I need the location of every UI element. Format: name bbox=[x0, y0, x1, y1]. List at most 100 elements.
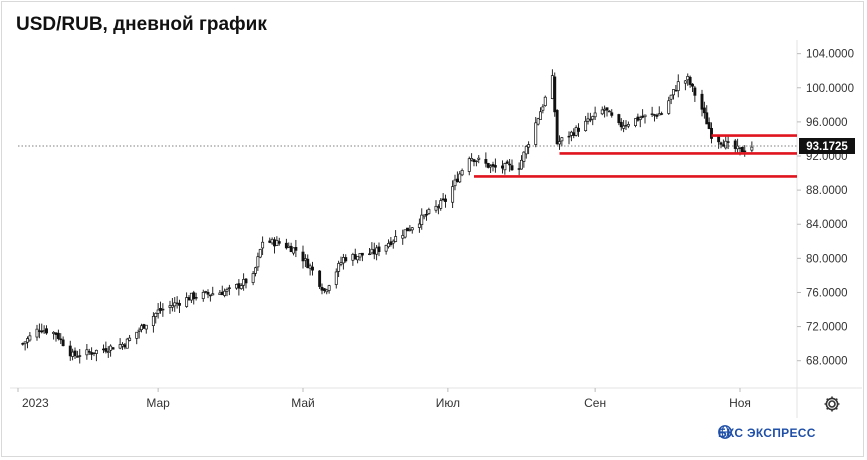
y-tick-label: 92.0000 bbox=[806, 151, 848, 163]
candle-body bbox=[470, 158, 474, 161]
candle-body bbox=[68, 345, 72, 357]
candle-body bbox=[493, 165, 497, 168]
candle-body bbox=[235, 283, 238, 289]
x-tick-label: Мар bbox=[146, 396, 170, 410]
candle-body bbox=[125, 338, 129, 349]
candle-body bbox=[206, 291, 210, 295]
candle-body bbox=[353, 254, 357, 260]
candle-body bbox=[474, 160, 478, 163]
candle-body bbox=[45, 328, 48, 334]
x-tick-label: Ноя bbox=[729, 396, 751, 410]
candle-body bbox=[54, 332, 58, 335]
candle-body bbox=[102, 348, 105, 351]
candle-body bbox=[28, 335, 32, 341]
candle-body bbox=[436, 206, 440, 208]
candle-body bbox=[42, 330, 46, 333]
candle-body bbox=[524, 146, 528, 155]
candle-body bbox=[239, 285, 243, 289]
candle-body bbox=[140, 325, 143, 331]
candle-body bbox=[536, 118, 540, 125]
gear-icon[interactable] bbox=[822, 394, 842, 414]
candle-body bbox=[277, 241, 281, 244]
candle-body bbox=[607, 110, 611, 113]
candle-body bbox=[261, 241, 265, 249]
candle-body bbox=[472, 159, 476, 163]
candle-body bbox=[142, 324, 146, 329]
candle-body bbox=[655, 114, 659, 117]
candle-body bbox=[351, 254, 355, 261]
candle-body bbox=[451, 186, 455, 203]
candle-body bbox=[394, 236, 398, 242]
candle-body bbox=[92, 352, 96, 354]
candle-body bbox=[626, 124, 630, 127]
candle-body bbox=[686, 76, 690, 81]
brand-name: БКС ЭКСПРЕСС bbox=[718, 426, 816, 440]
candle-body bbox=[669, 94, 673, 100]
candle-body bbox=[178, 303, 181, 306]
candle-body bbox=[294, 246, 298, 251]
candle-body bbox=[688, 76, 692, 85]
candle-body bbox=[643, 114, 647, 118]
candle-body bbox=[87, 351, 91, 353]
candle-body bbox=[292, 247, 295, 254]
candle-body bbox=[458, 173, 462, 183]
candle-body bbox=[455, 178, 459, 183]
candle-body bbox=[111, 347, 115, 350]
candle-body bbox=[624, 124, 628, 127]
candle-body bbox=[187, 297, 191, 301]
candle-body bbox=[520, 159, 523, 170]
candle-body bbox=[289, 245, 293, 253]
candle-body bbox=[641, 115, 645, 118]
candle-body bbox=[306, 258, 310, 269]
candle-body bbox=[23, 341, 27, 345]
chart-title: USD/RUB, дневной график bbox=[16, 14, 267, 35]
candle-body bbox=[211, 293, 215, 296]
candle-body bbox=[750, 146, 754, 151]
y-tick-label: 96.0000 bbox=[806, 117, 848, 129]
candle-body bbox=[90, 352, 94, 355]
candle-body bbox=[427, 209, 431, 214]
x-tick-label: 2023 bbox=[22, 396, 49, 410]
candle-body bbox=[584, 120, 588, 132]
candle-body bbox=[707, 122, 711, 129]
candle-body bbox=[170, 305, 174, 308]
candle-body bbox=[702, 107, 706, 114]
candle-body bbox=[387, 243, 390, 248]
candle-body bbox=[550, 75, 554, 99]
candle-body bbox=[510, 165, 514, 171]
candle-body bbox=[705, 112, 709, 125]
candle-body bbox=[653, 114, 656, 116]
candle-body bbox=[593, 112, 597, 118]
candle-body bbox=[356, 256, 360, 261]
candle-body bbox=[375, 247, 379, 255]
candle-body bbox=[610, 112, 614, 116]
y-tick-label: 76.0000 bbox=[806, 287, 848, 299]
candle-body bbox=[569, 131, 573, 136]
candle-body bbox=[208, 294, 212, 297]
candle-body bbox=[420, 214, 424, 226]
candle-body bbox=[227, 287, 231, 289]
candle-body bbox=[588, 118, 592, 121]
candle-body bbox=[59, 338, 63, 341]
candle-body bbox=[251, 273, 255, 283]
candle-body bbox=[541, 106, 545, 111]
last-price-label: 93.1725 bbox=[806, 141, 848, 153]
candle-body bbox=[558, 141, 561, 145]
candle-body bbox=[318, 270, 322, 287]
candle-body bbox=[574, 127, 578, 136]
candle-body bbox=[672, 89, 675, 96]
candle-body bbox=[733, 140, 737, 149]
candle-body bbox=[173, 302, 177, 307]
candle-body bbox=[218, 292, 222, 296]
candle-body bbox=[717, 136, 721, 143]
candle-body bbox=[484, 159, 488, 164]
x-tick-label: Май bbox=[291, 396, 315, 410]
candle-body bbox=[273, 239, 276, 247]
candle-body bbox=[391, 240, 395, 244]
candle-body bbox=[275, 239, 279, 246]
candle-body bbox=[417, 223, 421, 228]
candle-body bbox=[467, 158, 471, 172]
candle-body bbox=[358, 253, 362, 258]
candle-body bbox=[159, 308, 162, 311]
